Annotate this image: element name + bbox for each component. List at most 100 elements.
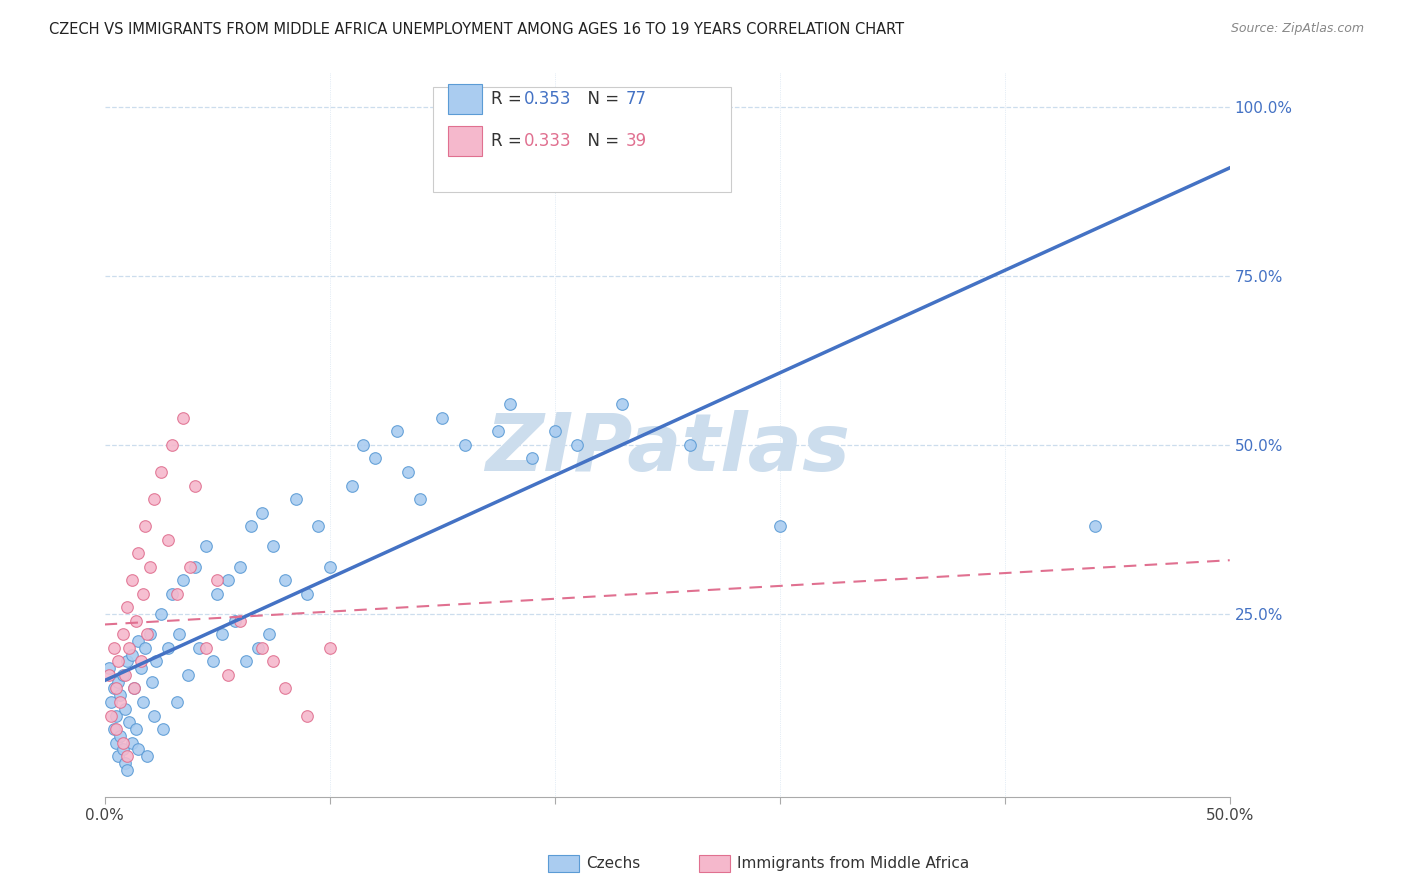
Point — [167, 627, 190, 641]
Point — [103, 722, 125, 736]
Point — [1309, 100, 1331, 114]
Point — [205, 587, 228, 601]
Point — [522, 451, 544, 466]
Point — [98, 668, 121, 682]
Point — [103, 681, 125, 696]
Point — [250, 640, 273, 655]
Point — [156, 533, 179, 547]
Point — [132, 695, 155, 709]
Point — [183, 478, 205, 492]
Point — [396, 465, 419, 479]
Point — [107, 674, 129, 689]
Point — [115, 763, 138, 777]
Point — [488, 425, 510, 439]
Point — [295, 587, 318, 601]
Text: N =: N = — [578, 132, 624, 150]
Text: CZECH VS IMMIGRANTS FROM MIDDLE AFRICA UNEMPLOYMENT AMONG AGES 16 TO 19 YEARS CO: CZECH VS IMMIGRANTS FROM MIDDLE AFRICA U… — [49, 22, 904, 37]
Point — [179, 559, 201, 574]
Point — [145, 654, 167, 668]
Point — [257, 627, 280, 641]
Point — [177, 668, 200, 682]
Point — [111, 627, 134, 641]
Point — [115, 654, 138, 668]
Point — [125, 722, 148, 736]
Point — [250, 506, 273, 520]
Point — [149, 465, 172, 479]
Point — [166, 587, 188, 601]
Point — [136, 627, 159, 641]
Point — [134, 519, 156, 533]
Point — [111, 668, 134, 682]
Point — [122, 681, 145, 696]
Point — [111, 742, 134, 756]
Point — [143, 492, 166, 507]
FancyBboxPatch shape — [449, 84, 482, 114]
Point — [143, 708, 166, 723]
Text: 77: 77 — [626, 90, 647, 108]
Point — [127, 546, 149, 560]
Point — [104, 681, 127, 696]
Point — [544, 425, 567, 439]
Point — [129, 654, 152, 668]
Point — [160, 438, 183, 452]
FancyBboxPatch shape — [433, 87, 731, 193]
Point — [127, 742, 149, 756]
Point — [307, 519, 329, 533]
Point — [432, 411, 454, 425]
Text: Immigrants from Middle Africa: Immigrants from Middle Africa — [737, 856, 969, 871]
Point — [122, 681, 145, 696]
Point — [149, 607, 172, 621]
Point — [121, 648, 143, 662]
Point — [107, 749, 129, 764]
Text: R =: R = — [491, 90, 527, 108]
Point — [363, 451, 385, 466]
Point — [183, 559, 205, 574]
Point — [224, 614, 246, 628]
Text: Czechs: Czechs — [586, 856, 641, 871]
Point — [217, 573, 239, 587]
Point — [194, 540, 217, 554]
Point — [318, 559, 340, 574]
Point — [111, 735, 134, 749]
Point — [295, 708, 318, 723]
Point — [121, 735, 143, 749]
Point — [152, 722, 174, 736]
Point — [211, 627, 233, 641]
Point — [104, 722, 127, 736]
Point — [118, 640, 141, 655]
Point — [156, 640, 179, 655]
Point — [114, 668, 136, 682]
Text: 0.333: 0.333 — [524, 132, 572, 150]
Point — [385, 425, 408, 439]
Text: 39: 39 — [626, 132, 647, 150]
Point — [110, 695, 132, 709]
Point — [98, 661, 121, 675]
Point — [273, 573, 295, 587]
Point — [125, 614, 148, 628]
Point — [228, 614, 250, 628]
Point — [104, 708, 127, 723]
Point — [262, 540, 284, 554]
Text: 0.353: 0.353 — [524, 90, 572, 108]
Point — [1084, 519, 1107, 533]
Point — [127, 634, 149, 648]
Text: Source: ZipAtlas.com: Source: ZipAtlas.com — [1230, 22, 1364, 36]
Point — [239, 519, 262, 533]
Point — [114, 702, 136, 716]
Point — [121, 573, 143, 587]
Point — [114, 756, 136, 770]
Point — [188, 640, 211, 655]
Point — [138, 627, 160, 641]
Point — [115, 600, 138, 615]
Point — [454, 438, 477, 452]
Point — [103, 640, 125, 655]
Point — [107, 654, 129, 668]
Text: ZIPatlas: ZIPatlas — [485, 410, 849, 488]
Point — [408, 492, 430, 507]
Point — [318, 640, 340, 655]
Point — [132, 587, 155, 601]
Point — [352, 438, 374, 452]
Point — [115, 749, 138, 764]
Point — [110, 688, 132, 702]
Point — [104, 735, 127, 749]
